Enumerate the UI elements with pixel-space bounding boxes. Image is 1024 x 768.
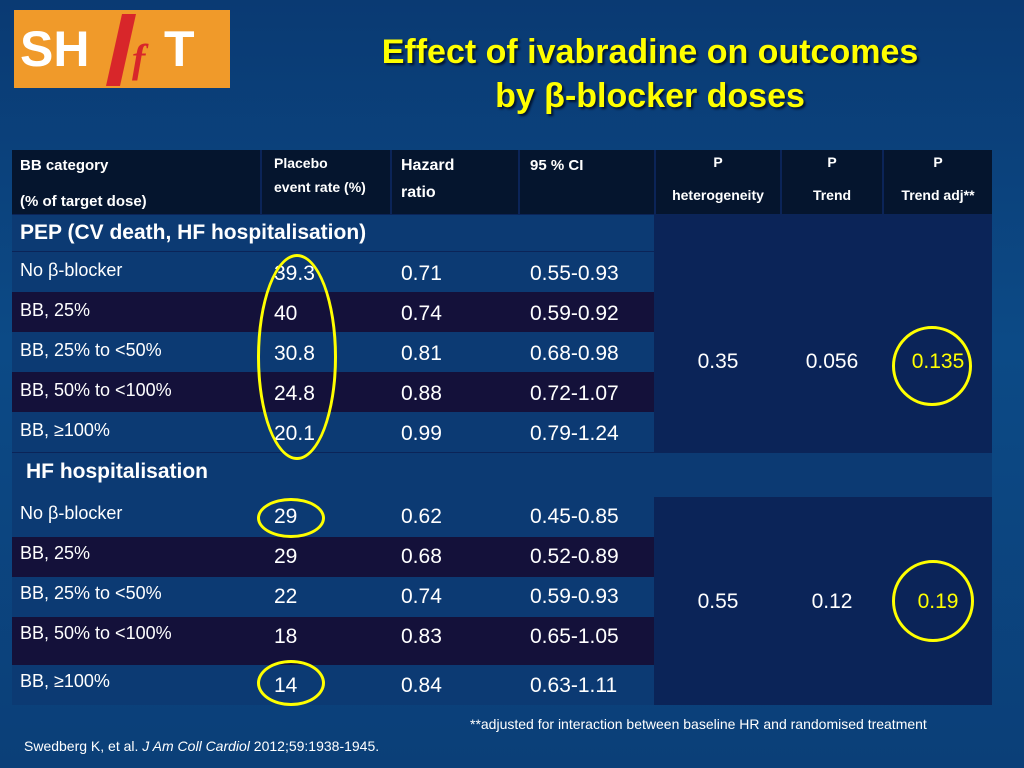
row-hr: 0.74 xyxy=(401,302,442,325)
row-ci: 0.59-0.92 xyxy=(530,302,619,325)
row-ci: 0.63-1.11 xyxy=(530,674,618,697)
table-row xyxy=(12,665,654,705)
table-row xyxy=(12,252,654,292)
shift-logo-mark: SH f T xyxy=(20,14,195,86)
results-table: BB category (% of target dose) Placebo e… xyxy=(12,150,992,706)
p-heterogeneity-value: 0.35 xyxy=(697,350,739,373)
header-p-adj-sub: Trend adj** xyxy=(901,187,975,203)
row-category: BB, ≥100% xyxy=(20,671,110,691)
row-ci: 0.68-0.98 xyxy=(530,342,619,365)
row-hr: 0.74 xyxy=(401,585,442,608)
row-hr: 0.62 xyxy=(401,505,442,528)
row-hr: 0.81 xyxy=(401,342,442,365)
section-title: HF hospitalisation xyxy=(26,460,209,483)
table-row xyxy=(12,497,654,537)
header-bb-category-sub: (% of target dose) xyxy=(20,193,147,210)
p-trend-value: 0.12 xyxy=(811,590,853,613)
row-ci: 0.55-0.93 xyxy=(530,262,619,285)
row-category: No β-blocker xyxy=(20,503,123,523)
row-ci: 0.79-1.24 xyxy=(530,422,619,445)
header-cell-hr xyxy=(392,150,518,214)
row-category: BB, 25% xyxy=(20,300,91,320)
row-hr: 0.88 xyxy=(401,382,442,405)
row-ci: 0.45-0.85 xyxy=(530,505,619,528)
header-ci: 95 % CI xyxy=(530,157,584,174)
highlight-circle-p-adj-pep xyxy=(892,326,972,406)
svg-text:SH: SH xyxy=(20,21,89,77)
row-hr: 0.83 xyxy=(401,625,442,648)
header-cell-p-het xyxy=(656,150,780,214)
row-hr: 0.68 xyxy=(401,545,442,568)
header-placebo-line1: Placebo xyxy=(274,155,328,171)
header-cell-placebo xyxy=(262,150,390,214)
header-cell-ci xyxy=(520,150,654,214)
header-hr-line1: Hazard xyxy=(401,157,455,174)
table-row xyxy=(12,617,654,665)
header-cell-category xyxy=(12,150,260,214)
slide-title: Effect of ivabradine on outcomes by β-bl… xyxy=(300,30,1000,118)
header-hr-line2: ratio xyxy=(401,184,436,201)
row-ci: 0.72-1.07 xyxy=(530,382,619,405)
row-category: BB, 25% to <50% xyxy=(20,340,162,360)
p-heterogeneity-value: 0.55 xyxy=(697,590,739,613)
p-trend-value: 0.056 xyxy=(805,350,859,373)
table-row xyxy=(12,577,654,617)
row-category: BB, 25% to <50% xyxy=(20,583,162,603)
footnote: **adjusted for interaction between basel… xyxy=(470,716,927,732)
row-category: BB, 50% to <100% xyxy=(20,623,172,643)
citation-journal: J Am Coll Cardiol xyxy=(142,738,250,754)
row-ci: 0.65-1.05 xyxy=(530,625,619,648)
row-category: BB, ≥100% xyxy=(20,420,110,440)
shift-logo: SH f T xyxy=(14,10,230,88)
header-p-trend-sub: Trend xyxy=(812,187,852,203)
row-hr: 0.71 xyxy=(401,262,442,285)
row-placebo: 29 xyxy=(274,545,298,568)
row-ci: 0.52-0.89 xyxy=(530,545,619,568)
table-row xyxy=(12,412,654,452)
row-ci: 0.59-0.93 xyxy=(530,585,619,608)
header-placebo-line2: event rate (%) xyxy=(274,179,366,195)
row-placebo: 18 xyxy=(274,625,298,648)
row-category: No β-blocker xyxy=(20,260,123,280)
header-cell-p-trend xyxy=(782,150,882,214)
highlight-circle-placebo-hf-bottom xyxy=(257,660,325,706)
svg-text:f: f xyxy=(132,36,149,81)
highlight-circle-placebo-pep xyxy=(257,254,337,460)
svg-text:T: T xyxy=(164,21,195,77)
header-p-trend-label: P xyxy=(827,154,837,170)
row-category: BB, 25% xyxy=(20,543,91,563)
header-p-het-label: P xyxy=(713,154,723,170)
highlight-circle-placebo-hf-top xyxy=(257,498,325,538)
header-p-adj-label: P xyxy=(933,154,943,170)
citation-details: 2012;59:1938-1945. xyxy=(249,738,380,754)
header-p-het-sub: heterogeneity xyxy=(672,187,764,203)
citation-authors: Swedberg K, et al. xyxy=(24,738,143,754)
header-cell-p-adj xyxy=(884,150,992,214)
highlight-circle-p-adj-hf xyxy=(892,560,974,642)
citation: Swedberg K, et al. J Am Coll Cardiol 201… xyxy=(24,738,379,754)
section-band xyxy=(12,215,654,251)
title-line-2: by β-blocker doses xyxy=(495,77,805,115)
row-hr: 0.99 xyxy=(401,422,442,445)
row-category: BB, 50% to <100% xyxy=(20,380,172,400)
section-title: PEP (CV death, HF hospitalisation) xyxy=(20,221,367,244)
section-band xyxy=(12,453,992,497)
header-bb-category: BB category xyxy=(20,157,109,174)
row-placebo: 22 xyxy=(274,585,298,608)
row-hr: 0.84 xyxy=(401,674,442,697)
title-line-1: Effect of ivabradine on outcomes xyxy=(381,33,919,71)
table-row xyxy=(12,537,654,577)
